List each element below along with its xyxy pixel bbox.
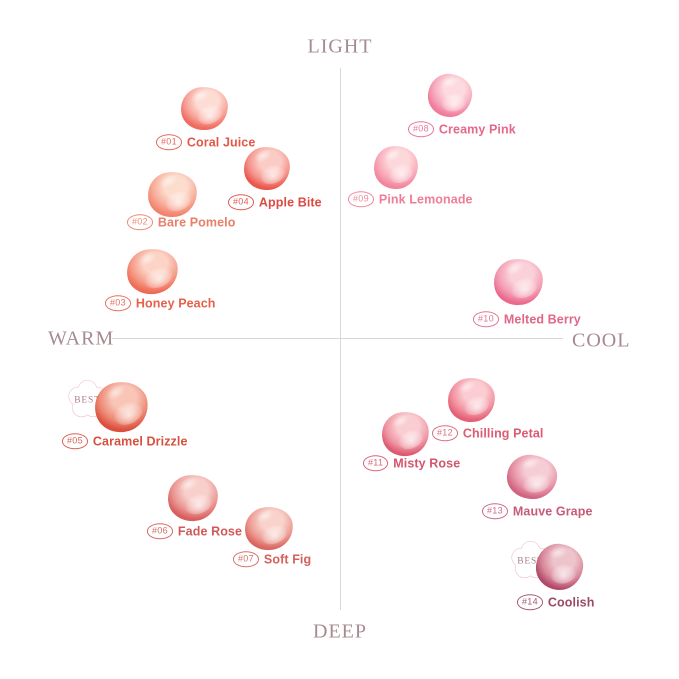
shade-number: #08 (408, 121, 434, 137)
shade-number: #09 (348, 191, 374, 207)
vertical-axis-line (340, 68, 341, 610)
shade-label: #09 Pink Lemonade (348, 191, 473, 207)
shade-name: Coral Juice (186, 135, 256, 149)
shade-name: Soft Fig (263, 552, 312, 566)
shade-name: Chilling Petal (462, 426, 544, 440)
shade-label: #13 Mauve Grape (482, 503, 593, 519)
shade-label: #10 Melted Berry (473, 311, 581, 327)
shade-name: Fade Rose (177, 524, 243, 538)
shade-swatch (242, 504, 296, 552)
shade-label: #11 Misty Rose (363, 455, 460, 471)
shade-swatch (372, 143, 420, 191)
best-badge-label: BEST (517, 557, 543, 567)
shade-swatch (166, 472, 220, 524)
shade-number: #10 (473, 311, 499, 327)
shade-swatch (123, 245, 181, 297)
shade-swatch (242, 144, 292, 192)
shade-name: Pink Lemonade (378, 192, 473, 206)
shade-label: #14 Coolish (517, 594, 594, 610)
best-badge-label: BEST (74, 396, 100, 406)
shade-name: Caramel Drizzle (92, 434, 188, 448)
shade-swatch (505, 452, 559, 502)
axis-label-deep: DEEP (313, 620, 367, 643)
shade-swatch (491, 256, 545, 308)
shade-label: #08 Creamy Pink (408, 121, 516, 137)
shade-name: Bare Pomelo (157, 215, 236, 229)
axis-label-warm: WARM (48, 327, 115, 350)
shade-name: Misty Rose (393, 456, 461, 470)
shade-swatch (178, 84, 230, 132)
axis-label-cool: COOL (572, 329, 631, 352)
shade-number: #01 (156, 134, 182, 150)
axis-label-light: LIGHT (307, 35, 373, 58)
shade-label: #07 Soft Fig (233, 551, 311, 567)
shade-name: Coolish (547, 595, 595, 609)
shade-name: Melted Berry (503, 312, 581, 326)
shade-label: #12 Chilling Petal (432, 425, 544, 441)
shade-swatch (378, 408, 432, 460)
shade-name: Mauve Grape (512, 504, 593, 518)
shade-number: #02 (127, 214, 153, 230)
shade-label: #06 Fade Rose (147, 523, 242, 539)
shade-number: #05 (62, 433, 88, 449)
shade-swatch (425, 71, 475, 119)
shade-number: #11 (363, 455, 389, 471)
shade-label: #04 Apple Bite (228, 194, 322, 210)
shade-name: Apple Bite (258, 195, 322, 209)
shade-number: #07 (233, 551, 259, 567)
shade-label: #01 Coral Juice (156, 134, 255, 150)
shade-swatch (145, 169, 199, 219)
shade-name: Creamy Pink (438, 122, 516, 136)
shade-name: Honey Peach (135, 296, 216, 310)
shade-label: #02 Bare Pomelo (127, 214, 235, 230)
shade-label: #05 Caramel Drizzle (62, 433, 188, 449)
shade-label: #03 Honey Peach (105, 295, 216, 311)
shade-number: #03 (105, 295, 131, 311)
shade-number: #06 (147, 523, 173, 539)
shade-number: #14 (517, 594, 543, 610)
shade-swatch (445, 375, 497, 425)
shade-number: #13 (482, 503, 508, 519)
horizontal-axis-line (112, 338, 563, 339)
shade-number: #04 (228, 194, 254, 210)
shade-number: #12 (432, 425, 458, 441)
